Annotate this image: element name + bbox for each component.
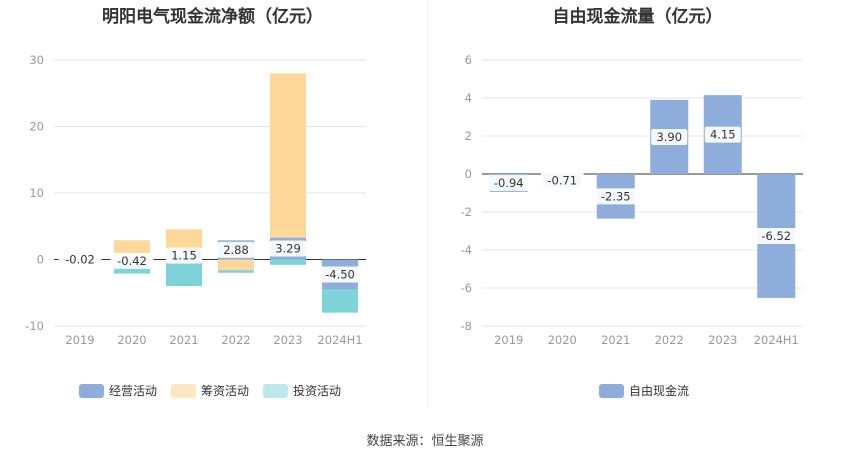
- x-tick-label: 2024H1: [754, 333, 799, 347]
- data-label-bg: [58, 251, 102, 268]
- y-tick-label: 0: [465, 167, 472, 181]
- legend-label-financing: 筹资活动: [201, 384, 250, 398]
- y-tick-label: 0: [37, 253, 44, 267]
- cash-flow-legend: 经营活动 筹资活动 投资活动: [79, 382, 355, 399]
- x-tick-label: 2019: [494, 333, 523, 347]
- data-label-bg: [540, 172, 584, 189]
- data-source-note: 数据来源：恒生聚源: [366, 434, 484, 449]
- legend-item-investing[interactable]: 投资活动: [263, 382, 341, 399]
- x-tick-label: 2021: [601, 333, 630, 347]
- y-tick-label: -2: [461, 205, 472, 219]
- data-label: 3.29: [275, 242, 301, 256]
- cash-flow-chart: -10 0 10 20 30 2019 2020 2021 2022 2023 2024H1 -0.0…: [25, 53, 366, 347]
- x-tick-label: 2022: [221, 333, 250, 347]
- data-label-bg: [487, 174, 531, 191]
- chart-title-cash-flow: 明阳电气现金流净额（亿元）: [102, 7, 323, 27]
- data-label: -0.94: [494, 176, 524, 190]
- x-tick-label: 2024H1: [317, 333, 362, 347]
- legend-label-investing: 投资活动: [293, 384, 342, 398]
- data-label: 4.15: [710, 128, 736, 142]
- y-tick-label: -10: [25, 319, 44, 333]
- legend-item-financing[interactable]: 筹资活动: [171, 382, 249, 399]
- data-label-bg: [754, 227, 798, 244]
- data-label: 2.88: [223, 243, 249, 257]
- x-tick-label: 2020: [117, 333, 146, 347]
- free-cash-flow-chart: -8 -6 -4 -2 0 2 4 6 2019 2020 2021 2022 2023 2024H1 -0…: [461, 53, 803, 347]
- x-tick-label: 2020: [548, 333, 577, 347]
- bar-investing: [166, 259, 202, 287]
- data-label: -0.71: [547, 174, 577, 188]
- x-tick-label: 2019: [65, 333, 94, 347]
- data-label-bg: [270, 240, 306, 257]
- x-tick-label: 2021: [169, 333, 198, 347]
- legend-swatch-financing: [171, 383, 197, 398]
- legend-swatch-fcf: [599, 383, 624, 398]
- bar-financing: [270, 73, 306, 238]
- data-label: -0.42: [117, 254, 147, 268]
- data-label: -4.50: [325, 267, 355, 281]
- y-tick-label: 2: [465, 129, 472, 143]
- y-tick-label: 6: [465, 53, 472, 67]
- chart-title-free-cash-flow: 自由现金流量（亿元）: [552, 7, 723, 27]
- legend-swatch-operating: [79, 383, 104, 398]
- x-tick-label: 2022: [655, 333, 684, 347]
- chart-divider: [427, 0, 428, 408]
- data-label-bg: [218, 241, 254, 258]
- legend-label-fcf: 自由现金流: [629, 384, 690, 398]
- data-label-bg: [651, 128, 688, 145]
- data-label-bg: [318, 266, 362, 283]
- legend-item-fcf[interactable]: 自由现金流: [599, 382, 689, 399]
- data-label: 1.15: [171, 249, 197, 263]
- y-tick-label: 10: [29, 186, 44, 200]
- x-tick-label: 2023: [273, 333, 302, 347]
- data-label: -0.02: [65, 253, 95, 267]
- data-label: -2.35: [601, 189, 631, 203]
- data-label: -6.52: [761, 229, 791, 243]
- data-label-bg: [594, 188, 638, 205]
- x-tick-label: 2023: [708, 333, 737, 347]
- data-label-bg: [166, 247, 202, 264]
- legend-swatch-investing: [263, 383, 289, 398]
- y-tick-label: 4: [465, 91, 472, 105]
- y-tick-label: -4: [461, 243, 472, 257]
- bar-financing: [166, 229, 202, 252]
- data-label: 3.90: [656, 130, 682, 144]
- y-tick-label: 30: [29, 53, 44, 67]
- data-label-bg: [110, 252, 154, 269]
- bar-financing: [218, 259, 254, 271]
- bar-investing: [270, 259, 306, 265]
- y-tick-label: -6: [461, 281, 472, 295]
- bar-investing: [218, 270, 254, 273]
- y-tick-label: 20: [29, 120, 44, 134]
- free-cash-flow-legend: 自由现金流: [599, 382, 703, 399]
- y-tick-label: -8: [461, 319, 472, 333]
- legend-item-operating[interactable]: 经营活动: [79, 382, 157, 399]
- data-label-bg: [704, 126, 741, 143]
- legend-label-operating: 经营活动: [109, 384, 158, 398]
- bar-investing: [322, 289, 358, 313]
